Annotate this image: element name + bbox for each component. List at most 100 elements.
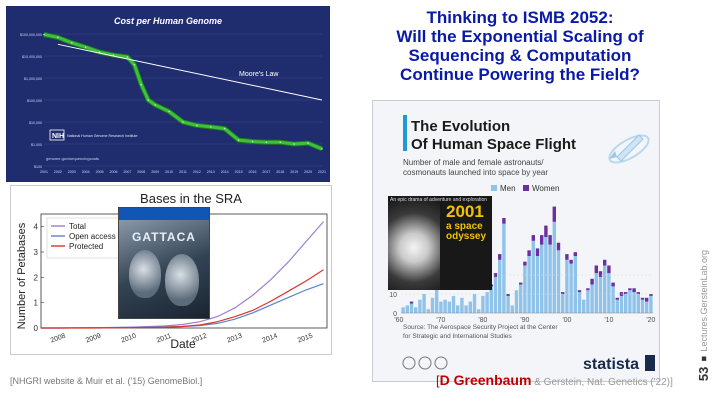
sra-x-tick-label: 2012 — [191, 333, 208, 345]
x-tick-label: 2012 — [193, 170, 201, 174]
men-bar — [418, 299, 422, 313]
genome-cost-point — [57, 36, 59, 39]
x-tick-label: 2007 — [123, 170, 131, 174]
women-bar — [561, 292, 565, 294]
space-x-tick-label: '70 — [436, 317, 445, 324]
men-bar — [615, 299, 619, 313]
moores-law-label: Moore's Law — [239, 71, 279, 78]
nhgri-org-name: National Human Genome Research Institute — [67, 134, 138, 138]
slide-title: Thinking to ISMB 2052: Will the Exponent… — [360, 8, 680, 84]
x-tick-label: 2018 — [276, 170, 284, 174]
genome-cost-point — [84, 46, 87, 49]
men-bar — [489, 286, 493, 313]
genome-cost-point — [293, 143, 296, 145]
space-x-tick-label: '00 — [562, 317, 571, 324]
women-bar — [552, 206, 556, 222]
space-subtitle-line-1: Number of male and female astronauts/ — [403, 158, 544, 167]
face-left — [129, 250, 161, 298]
x-tick-label: 2002 — [54, 170, 62, 174]
x-tick-label: 2019 — [290, 170, 298, 174]
men-bar — [514, 290, 519, 313]
gattaca-title: GATTACA — [132, 230, 196, 244]
space-y-tick-label: 0 — [393, 311, 397, 318]
men-bar — [582, 299, 586, 313]
title-line-1: Thinking to ISMB 2052: — [426, 8, 614, 27]
men-bar — [523, 265, 527, 313]
genome-cost-point — [182, 121, 184, 123]
men-bar — [468, 301, 472, 313]
space-x-tick-label: '60 — [394, 317, 403, 324]
women-bar — [607, 265, 611, 274]
men-bar — [422, 294, 426, 313]
y-tick-label: $10,000,000 — [22, 55, 42, 59]
women-bar — [544, 225, 548, 237]
genome-cost-point — [223, 127, 226, 130]
men-bar — [577, 292, 582, 313]
women-bar — [636, 292, 640, 294]
men-bar — [548, 244, 552, 313]
women-bar — [498, 254, 502, 260]
men-bar — [569, 263, 573, 313]
men-bar — [405, 305, 409, 313]
women-bar — [624, 292, 628, 294]
genome-cost-point — [196, 124, 198, 127]
women-bar — [493, 273, 498, 277]
men-bar — [443, 299, 447, 313]
women-bar — [632, 288, 636, 293]
men-bar — [456, 305, 460, 313]
men-bar — [573, 256, 577, 313]
men-bar — [485, 292, 489, 313]
women-bar — [577, 290, 582, 293]
x-tick-label: 2006 — [110, 170, 118, 174]
women-bar — [598, 271, 603, 277]
women-bar — [569, 259, 573, 264]
women-bar — [523, 261, 527, 266]
y-tick-label: $100,000 — [27, 99, 42, 103]
men-bar — [598, 276, 603, 313]
women-bar — [628, 288, 632, 291]
men-bar — [594, 273, 598, 313]
citation-text: & Gerstein, Nat. Genetics ('22)] — [531, 377, 673, 388]
genome-cost-point — [140, 83, 143, 86]
sra-title: Bases in the SRA — [140, 191, 242, 206]
women-bar — [615, 297, 619, 300]
men-bar — [556, 250, 561, 313]
men-bar — [502, 223, 506, 313]
space-subtitle-line-2: cosmonauts launched into space by year — [403, 168, 548, 177]
x-tick-label: 2001 — [40, 170, 48, 174]
men-bar — [527, 256, 531, 313]
lectures-url[interactable]: Lectures.GersteinLab.org — [699, 250, 709, 352]
sra-legend-label: Open access — [69, 232, 116, 241]
men-bar — [624, 294, 628, 313]
y-tick-label: $1,000 — [31, 143, 42, 147]
men-bar — [498, 259, 502, 313]
men-bar — [439, 301, 443, 313]
women-bar — [603, 259, 607, 266]
gattaca-poster: GATTACA — [118, 207, 210, 319]
women-bar — [506, 294, 510, 296]
genome-cost-point — [147, 99, 150, 101]
women-bar — [590, 278, 594, 285]
left-citation: [NHGRI website & Muir et al. ('15) Genom… — [10, 376, 203, 386]
women-bar — [531, 235, 535, 241]
sra-x-tick-label: 2011 — [156, 333, 173, 345]
men-bar — [645, 301, 649, 313]
right-citation: [D Greenbaum & Gerstein, Nat. Genetics (… — [436, 372, 673, 388]
women-bar — [519, 282, 523, 285]
poster-subtitle: a space odyssey — [446, 221, 487, 242]
sra-y-tick-label: 3 — [34, 248, 39, 257]
y-tick-label: $10,000 — [29, 121, 42, 125]
genome-cost-point — [43, 33, 45, 36]
men-bar — [493, 276, 498, 313]
y-tick-label: $1,000,000 — [24, 77, 42, 81]
sra-legend-label: Total — [69, 222, 86, 231]
sra-series-protected — [41, 269, 324, 329]
men-bar — [565, 259, 569, 313]
women-bar — [548, 235, 552, 245]
men-bar — [481, 295, 485, 313]
sra-x-tick-label: 2008 — [50, 333, 67, 345]
genome-cost-point — [168, 110, 170, 113]
space-title-line-1: The Evolution — [411, 118, 510, 135]
x-tick-label: 2016 — [249, 170, 257, 174]
genome-cost-svg: Cost per Human Genome $100,000,000 $10,00… — [20, 16, 326, 174]
